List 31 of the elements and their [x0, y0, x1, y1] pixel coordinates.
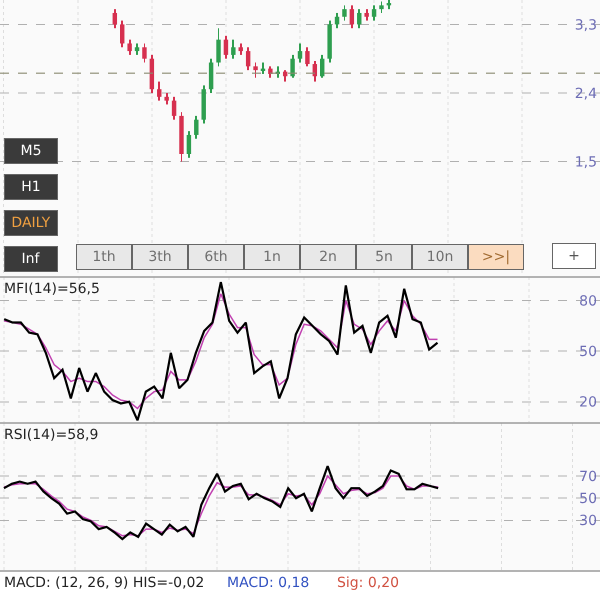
text: Sig: 0,20 [337, 575, 400, 591]
annotation: 5n [375, 249, 393, 265]
annotation: + [568, 248, 580, 264]
y-tick-label: 3,3 [574, 17, 597, 34]
annotation: 6th [204, 249, 228, 265]
line-series [2, 465, 440, 540]
annotation: 10n [426, 249, 454, 265]
annotation: >>| [482, 249, 510, 265]
annotation: H1 [21, 179, 41, 195]
y-tick-label: 30 [579, 513, 597, 530]
line-series [3, 475, 439, 536]
y-tick-label: 2,4 [574, 86, 598, 102]
annotation: 2n [319, 249, 337, 265]
annotation: 1th [92, 249, 116, 265]
annotation: 3th [148, 249, 172, 265]
line-series [3, 280, 439, 422]
chart-title: RSI(14)=58,9 [4, 427, 98, 443]
chart-title: MFI(14)=56,5 [4, 281, 100, 297]
y-tick-label: 50 [579, 491, 597, 508]
y-tick-label: 70 [579, 468, 597, 485]
text: MACD: (12, 26, 9) HIS=-0,02 [4, 575, 204, 591]
line-series [3, 293, 438, 410]
annotation: DAILY [11, 215, 51, 231]
annotation: 1n [263, 249, 281, 265]
annotation: Inf [22, 251, 40, 267]
y-tick-label: 80 [579, 294, 597, 310]
text: MACD: 0,18 [227, 575, 310, 591]
annotation: M5 [20, 143, 42, 159]
y-tick-label: 20 [579, 394, 597, 411]
y-tick-label: 1,5 [574, 154, 597, 171]
y-tick-label: 50 [579, 344, 597, 360]
